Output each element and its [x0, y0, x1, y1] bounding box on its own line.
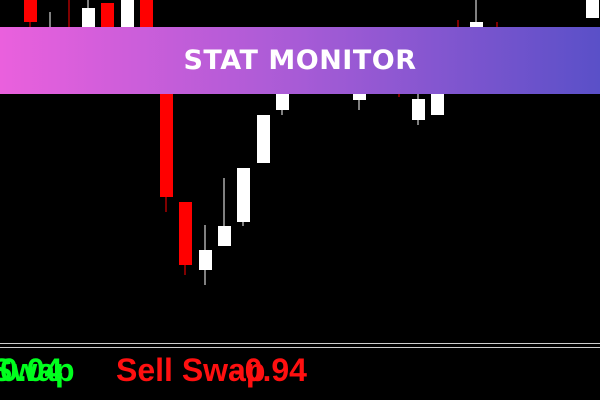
candle [412, 99, 425, 120]
candle [237, 168, 250, 222]
buy-swap-value: 0.04 [0, 352, 63, 388]
candle [257, 115, 270, 163]
candle [276, 94, 289, 110]
candle [121, 0, 134, 27]
banner-title: STAT MONITOR [183, 45, 417, 76]
sell-swap-value: -0.94 [234, 352, 307, 388]
candle [218, 226, 231, 246]
buy-swap-label: Swap [0, 352, 75, 388]
candle [101, 3, 114, 27]
candle [586, 0, 599, 18]
candle [470, 22, 483, 27]
candle [353, 94, 366, 100]
banner: STAT MONITOR [0, 27, 600, 94]
candle [82, 8, 95, 27]
candle [160, 94, 173, 197]
candle [199, 250, 212, 270]
candle [140, 0, 153, 27]
candle [431, 94, 444, 115]
candle [179, 202, 192, 265]
sell-swap-label: Sell Swap [116, 352, 266, 388]
candle [24, 0, 37, 22]
